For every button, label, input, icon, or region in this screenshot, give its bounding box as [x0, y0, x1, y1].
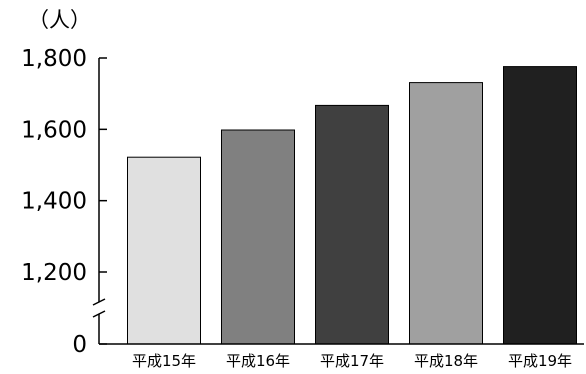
y-tick-label-2: 1,200: [21, 260, 87, 286]
x-tick-label-1: 平成15年: [132, 352, 196, 370]
y-tick-label-1: 0: [72, 332, 87, 358]
axis-break-mark-1: [92, 298, 106, 306]
y-tick-label-4: 1,600: [21, 117, 87, 143]
bars-group: [127, 66, 577, 345]
axis-break-mark-2: [92, 310, 106, 318]
bar-1: [127, 156, 201, 345]
x-tick-label-4: 平成18年: [414, 352, 478, 370]
bar-4: [409, 82, 483, 345]
x-tick-labels: 平成15年 平成16年 平成17年 平成18年 平成19年: [132, 352, 572, 370]
bar-5: [503, 66, 577, 345]
x-tick-label-5: 平成19年: [508, 352, 572, 370]
x-tick-label-3: 平成17年: [320, 352, 384, 370]
y-tick-label-5: 1,800: [21, 46, 87, 72]
y-tick-label-3: 1,400: [21, 189, 87, 215]
bar-3: [315, 104, 389, 345]
y-unit-label: （人）: [28, 8, 91, 32]
y-axis: 0 1,200 1,400 1,600 1,800: [21, 46, 584, 358]
x-tick-label-2: 平成16年: [226, 352, 290, 370]
bar-2: [221, 129, 295, 345]
